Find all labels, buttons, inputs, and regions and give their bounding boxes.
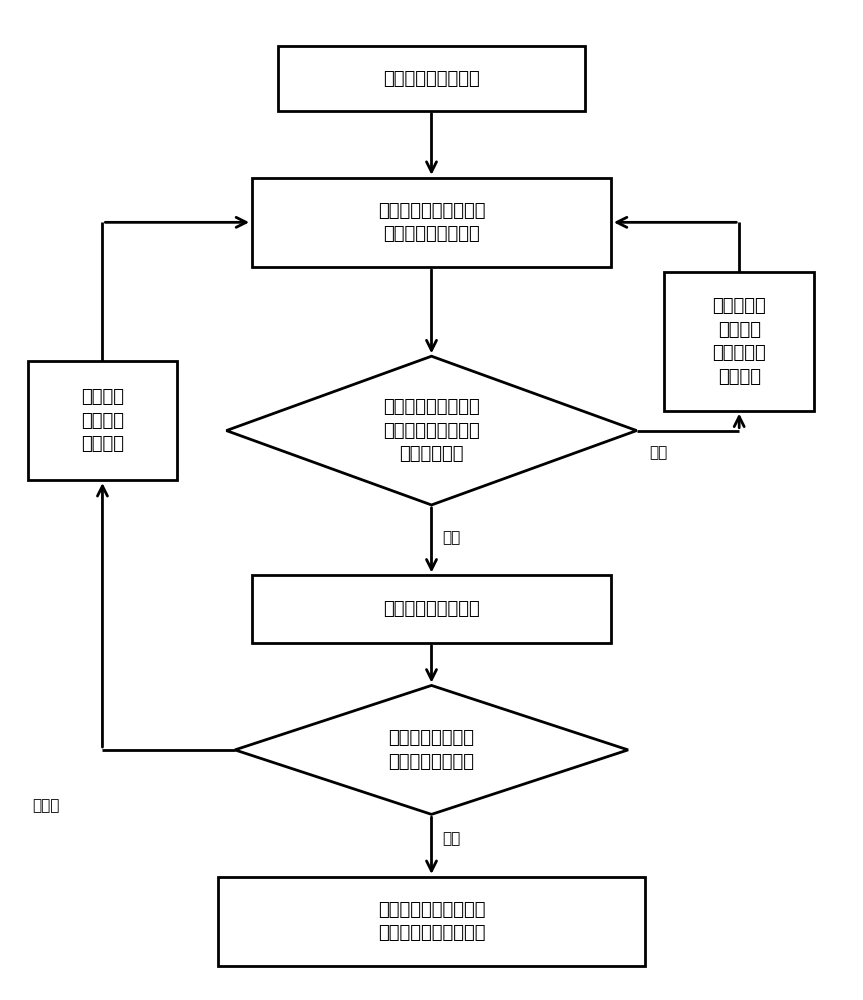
- Polygon shape: [235, 685, 628, 814]
- Text: 测量样纤的损耗系数: 测量样纤的损耗系数: [383, 70, 480, 88]
- Text: 调整预设
泵浦模式
及功率比: 调整预设 泵浦模式 及功率比: [81, 388, 124, 453]
- Bar: [252, 178, 611, 267]
- Text: 不满足: 不满足: [32, 798, 60, 813]
- Bar: [665, 272, 814, 411]
- Bar: [217, 877, 646, 966]
- Text: 无解: 无解: [650, 445, 668, 460]
- Polygon shape: [226, 356, 637, 505]
- Text: 有解: 有解: [443, 530, 461, 545]
- Text: 联合求解目标增益下
所需的反转粒子数和
增益光纤长度: 联合求解目标增益下 所需的反转粒子数和 增益光纤长度: [383, 398, 480, 463]
- Bar: [28, 361, 177, 480]
- Text: 提高预设泵
浦的光功
率，或改变
泵浦模式: 提高预设泵 浦的光功 率，或改变 泵浦模式: [712, 297, 766, 386]
- Text: 测量预设泵浦条件下样
纤的粒子数反转系数: 测量预设泵浦条件下样 纤的粒子数反转系数: [378, 202, 485, 243]
- Text: 优化泵浦模式及其光功
率，以及增益光纤长度: 优化泵浦模式及其光功 率，以及增益光纤长度: [378, 901, 485, 942]
- Text: 判定信号的模式增
益差是否满足要求: 判定信号的模式增 益差是否满足要求: [388, 729, 475, 771]
- Bar: [252, 575, 611, 643]
- Bar: [278, 46, 585, 111]
- Text: 计算信号模式的增益: 计算信号模式的增益: [383, 600, 480, 618]
- Text: 满足: 满足: [443, 832, 461, 847]
